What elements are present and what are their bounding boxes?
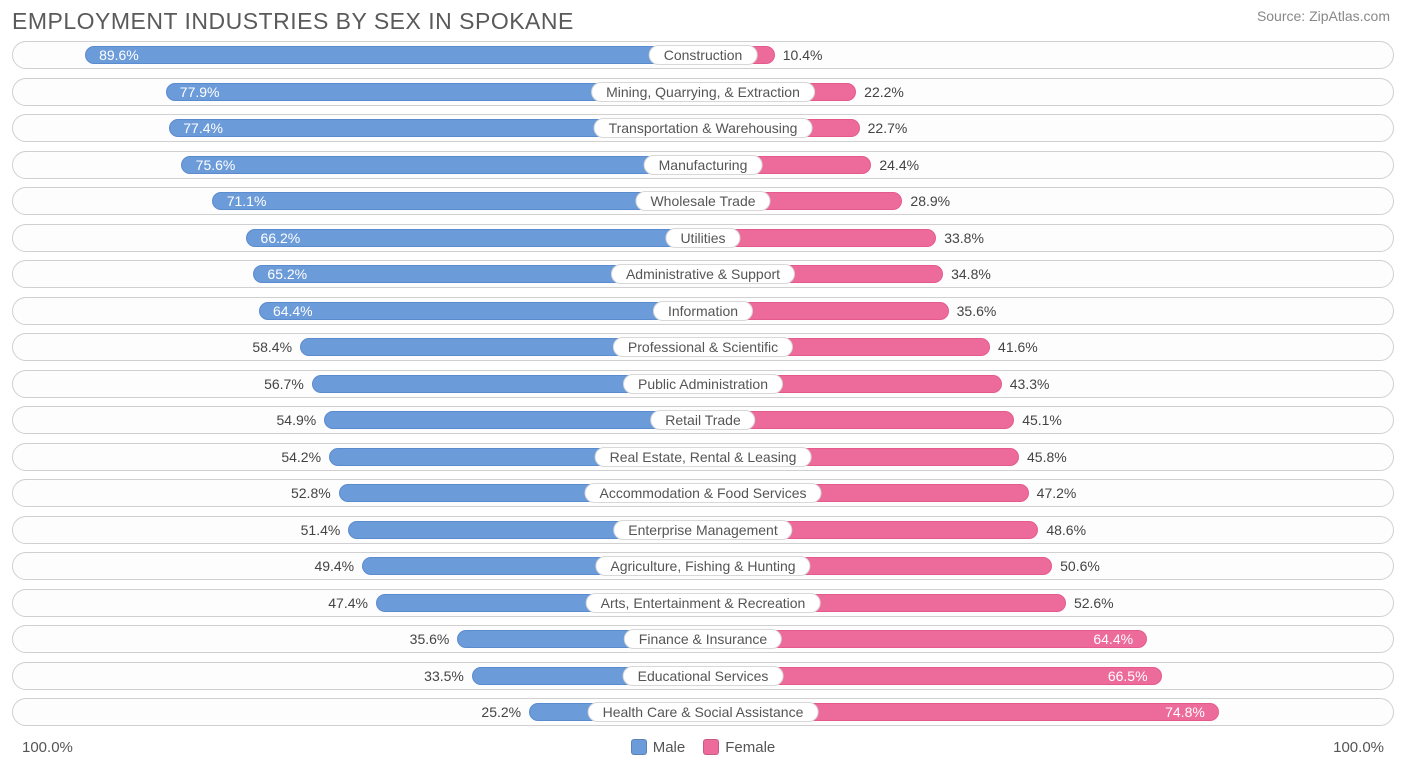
male-pct: 54.9%	[277, 412, 317, 428]
male-pct: 35.6%	[410, 631, 450, 647]
male-pct: 77.4%	[183, 120, 223, 136]
category-label: Retail Trade	[650, 410, 755, 430]
male-bar	[259, 302, 703, 320]
category-label: Information	[653, 301, 753, 321]
legend-male: Male	[631, 739, 686, 756]
legend-male-label: Male	[653, 739, 686, 756]
male-pct: 89.6%	[99, 47, 139, 63]
female-pct: 35.6%	[957, 303, 997, 319]
male-pct: 75.6%	[196, 157, 236, 173]
female-pct: 28.9%	[910, 193, 950, 209]
female-pct: 34.8%	[951, 266, 991, 282]
category-label: Utilities	[665, 228, 740, 248]
female-pct: 33.8%	[944, 230, 984, 246]
category-label: Finance & Insurance	[624, 629, 782, 649]
female-pct: 64.4%	[1093, 631, 1133, 647]
female-pct: 24.4%	[879, 157, 919, 173]
male-pct: 33.5%	[424, 668, 464, 684]
female-pct: 43.3%	[1010, 376, 1050, 392]
chart-row: 56.7% 43.3% Public Administration	[12, 370, 1394, 398]
chart-row: 89.6% 10.4% Construction	[12, 41, 1394, 69]
category-label: Wholesale Trade	[635, 191, 770, 211]
chart-row: 35.6% 64.4% Finance & Insurance	[12, 625, 1394, 653]
category-label: Mining, Quarrying, & Extraction	[591, 82, 815, 102]
category-label: Educational Services	[623, 666, 784, 686]
axis-left-label: 100.0%	[22, 739, 73, 756]
chart-source: Source: ZipAtlas.com	[1257, 8, 1390, 24]
chart-row: 33.5% 66.5% Educational Services	[12, 662, 1394, 690]
chart-row: 51.4% 48.6% Enterprise Management	[12, 516, 1394, 544]
male-pct: 25.2%	[481, 704, 521, 720]
female-pct: 10.4%	[783, 47, 823, 63]
chart-row: 52.8% 47.2% Accommodation & Food Services	[12, 479, 1394, 507]
female-pct: 48.6%	[1046, 522, 1086, 538]
female-pct: 50.6%	[1060, 558, 1100, 574]
chart-row: 47.4% 52.6% Arts, Entertainment & Recreati…	[12, 589, 1394, 617]
chart-row: 66.2% 33.8% Utilities	[12, 224, 1394, 252]
category-label: Professional & Scientific	[613, 337, 793, 357]
category-label: Manufacturing	[644, 155, 763, 175]
female-pct: 45.8%	[1027, 449, 1067, 465]
axis-right-label: 100.0%	[1333, 739, 1384, 756]
male-pct: 52.8%	[291, 485, 331, 501]
category-label: Administrative & Support	[611, 264, 795, 284]
category-label: Construction	[649, 45, 758, 65]
male-bar	[181, 156, 703, 174]
chart-row: 77.9% 22.2% Mining, Quarrying, & Extractio…	[12, 78, 1394, 106]
male-pct: 47.4%	[328, 595, 368, 611]
chart-row: 77.4% 22.7% Transportation & Warehousing	[12, 114, 1394, 142]
chart-row: 75.6% 24.4% Manufacturing	[12, 151, 1394, 179]
chart-row: 49.4% 50.6% Agriculture, Fishing & Hunting	[12, 552, 1394, 580]
male-pct: 64.4%	[273, 303, 313, 319]
female-pct: 22.7%	[868, 120, 908, 136]
chart-row: 71.1% 28.9% Wholesale Trade	[12, 187, 1394, 215]
chart-title: EMPLOYMENT INDUSTRIES BY SEX IN SPOKANE	[12, 8, 574, 35]
male-pct: 66.2%	[261, 230, 301, 246]
female-pct: 47.2%	[1037, 485, 1077, 501]
legend-female-swatch	[703, 739, 719, 755]
legend-female-label: Female	[725, 739, 775, 756]
legend-male-swatch	[631, 739, 647, 755]
chart-row: 54.2% 45.8% Real Estate, Rental & Leasing	[12, 443, 1394, 471]
category-label: Accommodation & Food Services	[585, 483, 822, 503]
male-pct: 58.4%	[252, 339, 292, 355]
male-bar	[212, 192, 703, 210]
male-pct: 54.2%	[281, 449, 321, 465]
category-label: Health Care & Social Assistance	[588, 702, 819, 722]
female-pct: 66.5%	[1108, 668, 1148, 684]
chart-row: 65.2% 34.8% Administrative & Support	[12, 260, 1394, 288]
category-label: Transportation & Warehousing	[594, 118, 813, 138]
male-pct: 56.7%	[264, 376, 304, 392]
chart-row: 25.2% 74.8% Health Care & Social Assistanc…	[12, 698, 1394, 726]
male-bar	[85, 46, 703, 64]
category-label: Arts, Entertainment & Recreation	[586, 593, 821, 613]
male-pct: 65.2%	[267, 266, 307, 282]
female-pct: 74.8%	[1165, 704, 1205, 720]
male-pct: 77.9%	[180, 84, 220, 100]
female-pct: 22.2%	[864, 84, 904, 100]
category-label: Real Estate, Rental & Leasing	[595, 447, 812, 467]
legend-female: Female	[703, 739, 775, 756]
category-label: Public Administration	[623, 374, 783, 394]
male-pct: 71.1%	[227, 193, 267, 209]
category-label: Agriculture, Fishing & Hunting	[595, 556, 810, 576]
chart-row: 58.4% 41.6% Professional & Scientific	[12, 333, 1394, 361]
female-pct: 41.6%	[998, 339, 1038, 355]
male-bar	[324, 411, 703, 429]
male-pct: 49.4%	[314, 558, 354, 574]
chart-header: EMPLOYMENT INDUSTRIES BY SEX IN SPOKANE …	[0, 0, 1406, 39]
female-pct: 45.1%	[1022, 412, 1062, 428]
chart-area: 89.6% 10.4% Construction 77.9% 22.2% Mining, …	[0, 39, 1406, 726]
chart-footer: 100.0% Male Female 100.0%	[0, 735, 1406, 756]
male-pct: 51.4%	[301, 522, 341, 538]
chart-row: 54.9% 45.1% Retail Trade	[12, 406, 1394, 434]
chart-row: 64.4% 35.6% Information	[12, 297, 1394, 325]
female-pct: 52.6%	[1074, 595, 1114, 611]
category-label: Enterprise Management	[613, 520, 792, 540]
male-bar	[246, 229, 703, 247]
